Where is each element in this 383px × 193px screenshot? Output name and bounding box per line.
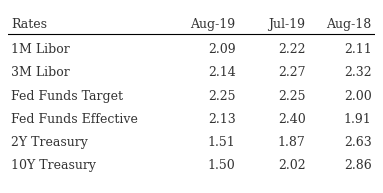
Text: 2.40: 2.40	[278, 113, 306, 126]
Text: 1.87: 1.87	[278, 136, 306, 149]
Text: 2.25: 2.25	[278, 90, 306, 102]
Text: Aug-18: Aug-18	[326, 18, 372, 30]
Text: Jul-19: Jul-19	[268, 18, 306, 30]
Text: 2.00: 2.00	[344, 90, 372, 102]
Text: Rates: Rates	[11, 18, 47, 30]
Text: 2.86: 2.86	[344, 159, 372, 172]
Text: 2.22: 2.22	[278, 43, 306, 56]
Text: Fed Funds Effective: Fed Funds Effective	[11, 113, 138, 126]
Text: Fed Funds Target: Fed Funds Target	[11, 90, 123, 102]
Text: 2.11: 2.11	[344, 43, 372, 56]
Text: 2.27: 2.27	[278, 66, 306, 79]
Text: 1.50: 1.50	[208, 159, 236, 172]
Text: 1.91: 1.91	[344, 113, 372, 126]
Text: 1.51: 1.51	[208, 136, 236, 149]
Text: 2Y Treasury: 2Y Treasury	[11, 136, 88, 149]
Text: 2.02: 2.02	[278, 159, 306, 172]
Text: 2.13: 2.13	[208, 113, 236, 126]
Text: 3M Libor: 3M Libor	[11, 66, 70, 79]
Text: 2.32: 2.32	[344, 66, 372, 79]
Text: 10Y Treasury: 10Y Treasury	[11, 159, 97, 172]
Text: 2.63: 2.63	[344, 136, 372, 149]
Text: 2.25: 2.25	[208, 90, 236, 102]
Text: 2.09: 2.09	[208, 43, 236, 56]
Text: 2.14: 2.14	[208, 66, 236, 79]
Text: Aug-19: Aug-19	[190, 18, 236, 30]
Text: 1M Libor: 1M Libor	[11, 43, 70, 56]
